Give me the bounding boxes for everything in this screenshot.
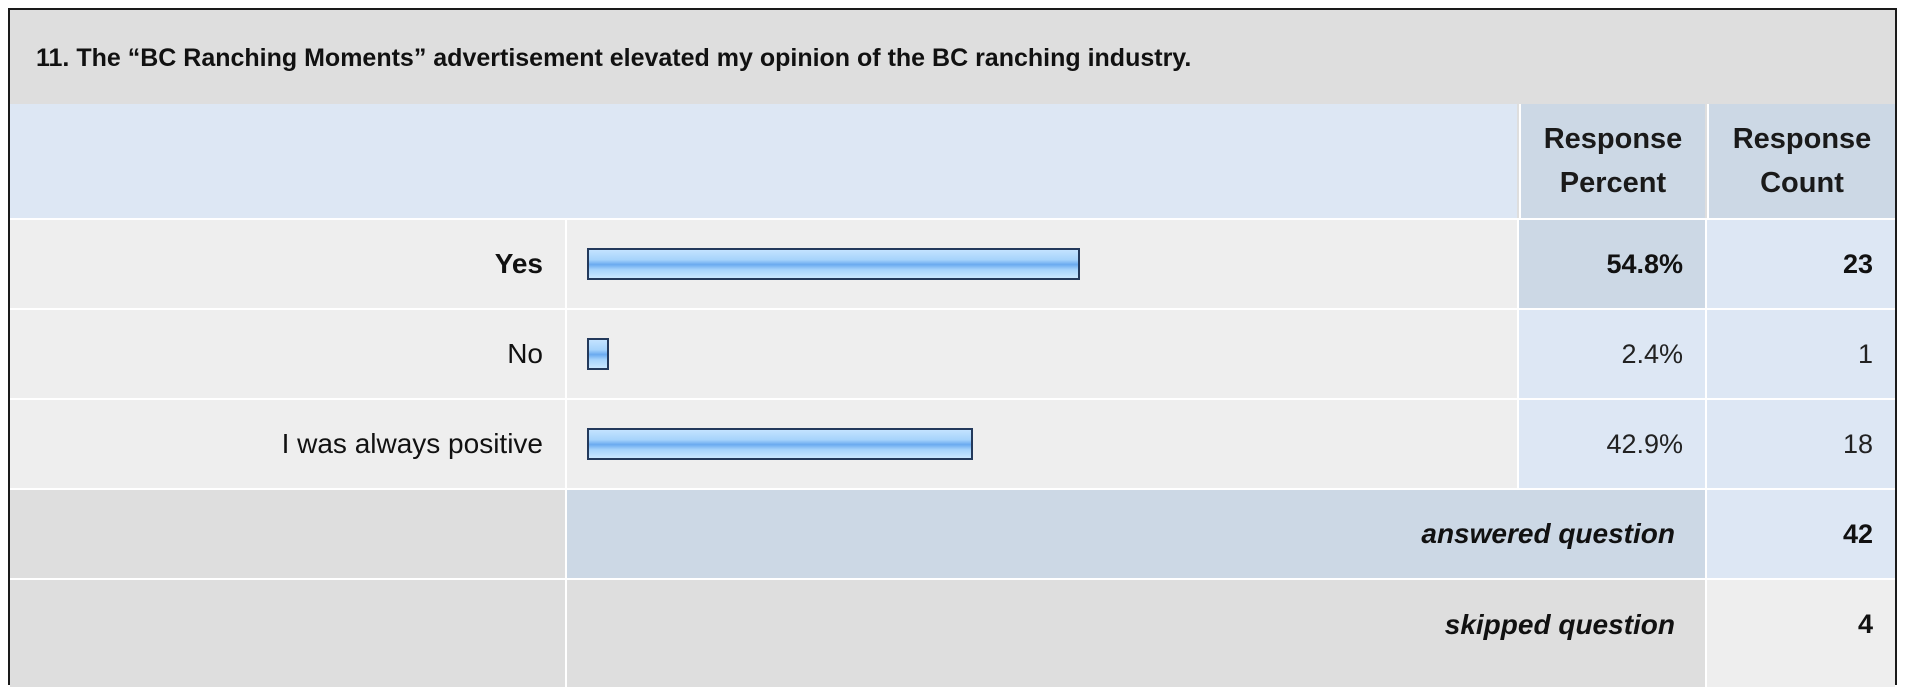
skipped-blank xyxy=(10,580,565,687)
grid-divider-horizontal xyxy=(10,308,1895,310)
row-label-no: No xyxy=(10,310,565,398)
answered-question-label: answered question xyxy=(567,490,1705,578)
response-percent-header-line1: Response xyxy=(1543,123,1683,155)
grid-divider-horizontal xyxy=(10,398,1895,400)
response-count-header: Response Count xyxy=(1707,104,1895,218)
row-percent-no: 2.4% xyxy=(1519,310,1705,398)
row-count-no: 1 xyxy=(1707,310,1895,398)
question-title: 11. The “BC Ranching Moments” advertisem… xyxy=(36,44,1192,72)
bar-cell-always-positive xyxy=(567,400,1517,488)
row-label-always-positive: I was always positive xyxy=(10,400,565,488)
grid-divider-horizontal xyxy=(10,218,1895,220)
grid-divider-horizontal xyxy=(10,488,1895,490)
bar-yes xyxy=(587,248,1080,280)
question-title-bar: 11. The “BC Ranching Moments” advertisem… xyxy=(10,10,1895,104)
skipped-question-value: 4 xyxy=(1707,580,1895,687)
answered-question-value: 42 xyxy=(1707,490,1895,578)
survey-question-panel: 11. The “BC Ranching Moments” advertisem… xyxy=(8,8,1897,687)
response-percent-header: Response Percent xyxy=(1519,104,1705,218)
skipped-question-label: skipped question xyxy=(567,580,1705,687)
grid-divider-vertical xyxy=(1517,218,1519,490)
row-count-always-positive: 18 xyxy=(1707,400,1895,488)
answered-blank xyxy=(10,490,565,578)
bar-no xyxy=(587,338,609,370)
bar-cell-yes xyxy=(567,220,1517,308)
grid-divider-vertical xyxy=(565,218,567,687)
row-percent-always-positive: 42.9% xyxy=(1519,400,1705,488)
row-label-yes: Yes xyxy=(10,220,565,308)
bar-cell-no xyxy=(567,310,1517,398)
bar-always-positive xyxy=(587,428,973,460)
response-count-header-line1: Response xyxy=(1732,123,1872,155)
row-percent-yes: 54.8% xyxy=(1519,220,1705,308)
grid-divider-vertical xyxy=(1705,218,1707,687)
header-blank xyxy=(10,104,1517,218)
response-percent-header-line2: Percent xyxy=(1559,167,1667,199)
row-count-yes: 23 xyxy=(1707,220,1895,308)
response-count-header-line2: Count xyxy=(1760,167,1844,199)
grid-divider-horizontal xyxy=(10,578,1895,580)
